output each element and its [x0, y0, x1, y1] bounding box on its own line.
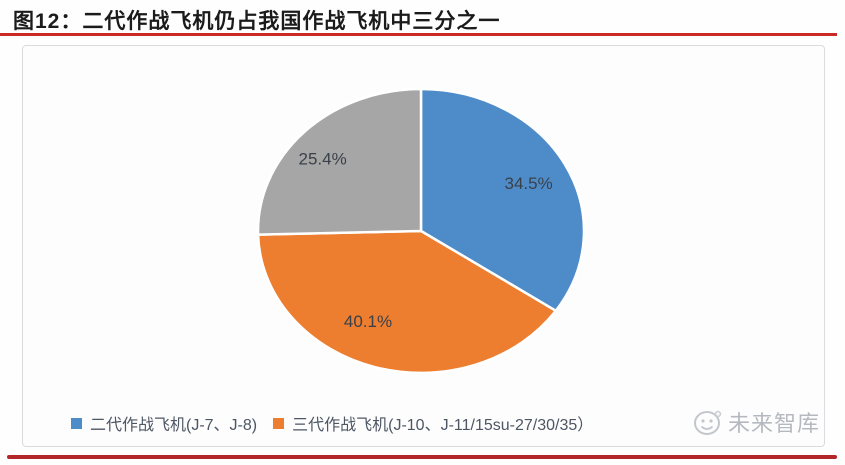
title-underline [0, 33, 837, 36]
legend-item-gen2-fighters: 二代作战飞机(J-7、J-8) [71, 411, 257, 435]
chart-panel: 34.5% 40.1% 25.4% 二代作战飞机(J-7、J-8) 三代作战飞机(J… [22, 45, 825, 447]
pie-slice-2 [256, 87, 423, 236]
pie-slice-0 [419, 87, 586, 313]
pie-slice-1 [256, 229, 558, 375]
pie-slice-label-2: 25.4% [298, 150, 346, 169]
figure-title: 图12：二代作战飞机仍占我国作战飞机中三分之一 [13, 10, 501, 33]
pie-slice-label-0: 34.5% [504, 174, 552, 193]
bottom-rule [7, 455, 837, 459]
legend-swatch-orange [273, 417, 285, 429]
legend-item-gen3-fighters: 三代作战飞机(J-10、J-11/15su-27/30/35） [273, 411, 593, 435]
pie-legend: 二代作战飞机(J-7、J-8) 三代作战飞机(J-10、J-11/15su-27… [71, 412, 593, 434]
legend-label: 二代作战飞机(J-7、J-8) [90, 417, 258, 434]
planet-face-logo-icon [694, 410, 722, 435]
watermark: 未来智库 [691, 406, 820, 438]
pie-slice-label-1: 40.1% [344, 312, 392, 331]
pie-chart: 34.5% 40.1% 25.4% [256, 87, 586, 375]
legend-label: 三代作战飞机(J-10、J-11/15su-27/30/35） [292, 417, 594, 434]
legend-swatch-blue [71, 417, 82, 429]
watermark-text: 未来智库 [728, 411, 821, 436]
